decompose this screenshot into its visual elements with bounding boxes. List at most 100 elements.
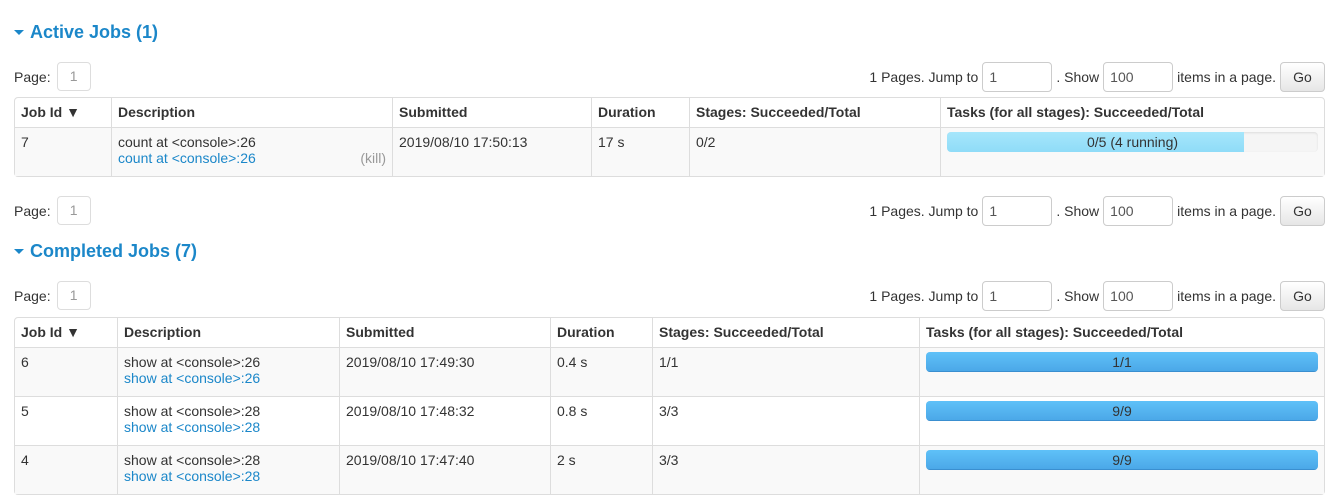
description-cell: count at <console>:26 count at <console>:… bbox=[111, 127, 392, 176]
running-fill bbox=[947, 132, 1244, 152]
column-header[interactable]: Tasks (for all stages): Succeeded/Total bbox=[940, 98, 1324, 127]
active-pager-bottom: Page: 1 1 Pages. Jump to . Show items in a … bbox=[14, 195, 1325, 226]
page-nav: Page: 1 bbox=[14, 196, 91, 225]
column-header[interactable]: Description bbox=[117, 318, 339, 347]
page-button[interactable]: 1 bbox=[56, 62, 91, 91]
page-label: Page: bbox=[14, 202, 51, 219]
page-size-input[interactable] bbox=[1103, 280, 1174, 311]
completed-fill bbox=[926, 401, 1318, 421]
stages: 1/1 bbox=[652, 347, 919, 396]
pages-text: 1 Pages. Jump to bbox=[869, 287, 979, 304]
duration: 2 s bbox=[550, 445, 652, 494]
caret-down-icon bbox=[14, 249, 24, 254]
description: show at <console>:26 bbox=[124, 354, 261, 370]
caret-down-icon bbox=[14, 30, 24, 35]
active-jobs-title: Active Jobs (1) bbox=[30, 22, 159, 42]
page-button[interactable]: 1 bbox=[56, 196, 91, 225]
table-row: 5 show at <console>:28 show at <console>:… bbox=[15, 396, 1324, 445]
page-controls: 1 Pages. Jump to . Show items in a page.Go bbox=[869, 61, 1325, 92]
stages: 3/3 bbox=[652, 396, 919, 445]
description-cell: show at <console>:28 show at <console>:28 bbox=[117, 445, 339, 494]
description: show at <console>:28 bbox=[124, 403, 261, 419]
stages: 0/2 bbox=[689, 127, 940, 176]
column-header[interactable]: Duration bbox=[550, 318, 652, 347]
items-text: items in a page. bbox=[1177, 202, 1276, 219]
items-text: items in a page. bbox=[1177, 287, 1276, 304]
description-cell: show at <console>:26 show at <console>:26 bbox=[117, 347, 339, 396]
column-header[interactable]: Tasks (for all stages): Succeeded/Total bbox=[919, 318, 1324, 347]
pages-text: 1 Pages. Jump to bbox=[869, 202, 979, 219]
page-button[interactable]: 1 bbox=[56, 281, 91, 310]
column-header[interactable]: Duration bbox=[591, 98, 689, 127]
column-header[interactable]: Description bbox=[111, 98, 392, 127]
job-id: 7 bbox=[15, 127, 111, 176]
completed-pager-top: Page: 1 1 Pages. Jump to . Show items in a … bbox=[14, 280, 1325, 311]
job-link[interactable]: show at <console>:28 bbox=[124, 419, 261, 435]
task-progress-bar: 9/9 bbox=[926, 401, 1318, 421]
page-controls: 1 Pages. Jump to . Show items in a page.Go bbox=[869, 280, 1325, 311]
tasks-cell: 1/1 bbox=[919, 347, 1324, 396]
tasks-cell: 9/9 bbox=[919, 445, 1324, 494]
job-link[interactable]: count at <console>:26 bbox=[118, 150, 256, 166]
completed-fill bbox=[926, 450, 1318, 470]
items-text: items in a page. bbox=[1177, 68, 1276, 85]
description: show at <console>:28 bbox=[124, 452, 261, 468]
tasks-text: 1/1 bbox=[1112, 354, 1132, 370]
go-button[interactable]: Go bbox=[1280, 195, 1325, 226]
column-header[interactable]: Job Id ▼ bbox=[21, 324, 80, 340]
active-jobs-table: Job Id ▼ Description Submitted Duration Stag… bbox=[14, 97, 1325, 177]
page-label: Page: bbox=[14, 68, 51, 85]
table-row: 7 count at <console>:26 count at <console… bbox=[15, 127, 1324, 176]
job-link[interactable]: show at <console>:28 bbox=[124, 468, 261, 484]
pages-text: 1 Pages. Jump to bbox=[869, 68, 979, 85]
completed-jobs-table: Job Id ▼ Description Submitted Duration Stag… bbox=[14, 317, 1325, 495]
task-progress-bar: 1/1 bbox=[926, 352, 1318, 372]
jump-to-input[interactable] bbox=[982, 195, 1053, 226]
tasks-text: 0/5 (4 running) bbox=[1086, 134, 1179, 150]
duration: 0.4 s bbox=[550, 347, 652, 396]
table-row: 6 show at <console>:26 show at <console>:… bbox=[15, 347, 1324, 396]
page-nav: Page: 1 bbox=[14, 281, 91, 310]
column-header[interactable]: Stages: Succeeded/Total bbox=[652, 318, 919, 347]
tasks-cell: 9/9 bbox=[919, 396, 1324, 445]
page-size-input[interactable] bbox=[1103, 61, 1174, 92]
page-nav: Page: 1 bbox=[14, 62, 91, 91]
column-header[interactable]: Stages: Succeeded/Total bbox=[689, 98, 940, 127]
task-progress-bar: 0/5 (4 running) bbox=[947, 132, 1318, 152]
column-header[interactable]: Job Id ▼ bbox=[21, 104, 80, 120]
job-link[interactable]: show at <console>:26 bbox=[124, 370, 261, 386]
job-id: 6 bbox=[15, 347, 117, 396]
page-controls: 1 Pages. Jump to . Show items in a page.Go bbox=[869, 195, 1325, 226]
submitted: 2019/08/10 17:49:30 bbox=[339, 347, 550, 396]
job-id: 4 bbox=[15, 445, 117, 494]
tasks-text: 9/9 bbox=[1112, 452, 1132, 468]
duration: 0.8 s bbox=[550, 396, 652, 445]
submitted: 2019/08/10 17:47:40 bbox=[339, 445, 550, 494]
show-text: . Show bbox=[1056, 287, 1100, 304]
completed-fill bbox=[926, 352, 1318, 372]
completed-jobs-title: Completed Jobs (7) bbox=[30, 241, 198, 261]
go-button[interactable]: Go bbox=[1280, 280, 1325, 311]
page-size-input[interactable] bbox=[1103, 195, 1174, 226]
submitted: 2019/08/10 17:50:13 bbox=[392, 127, 591, 176]
active-pager-top: Page: 1 1 Pages. Jump to . Show items in a … bbox=[14, 61, 1325, 92]
show-text: . Show bbox=[1056, 68, 1100, 85]
submitted: 2019/08/10 17:48:32 bbox=[339, 396, 550, 445]
task-progress-bar: 9/9 bbox=[926, 450, 1318, 470]
tasks-cell: 0/5 (4 running) bbox=[940, 127, 1324, 176]
description: count at <console>:26 bbox=[118, 134, 256, 150]
page-label: Page: bbox=[14, 287, 51, 304]
table-row: 4 show at <console>:28 show at <console>:… bbox=[15, 445, 1324, 494]
tasks-text: 9/9 bbox=[1112, 403, 1132, 419]
column-header[interactable]: Submitted bbox=[392, 98, 591, 127]
jump-to-input[interactable] bbox=[982, 61, 1053, 92]
column-header[interactable]: Submitted bbox=[339, 318, 550, 347]
go-button[interactable]: Go bbox=[1280, 61, 1325, 92]
jump-to-input[interactable] bbox=[982, 280, 1053, 311]
description-cell: show at <console>:28 show at <console>:28 bbox=[117, 396, 339, 445]
active-jobs-heading[interactable]: Active Jobs (1) bbox=[14, 22, 1325, 43]
stages: 3/3 bbox=[652, 445, 919, 494]
completed-jobs-heading[interactable]: Completed Jobs (7) bbox=[14, 241, 1325, 262]
show-text: . Show bbox=[1056, 202, 1100, 219]
kill-link[interactable]: (kill) bbox=[360, 150, 386, 166]
